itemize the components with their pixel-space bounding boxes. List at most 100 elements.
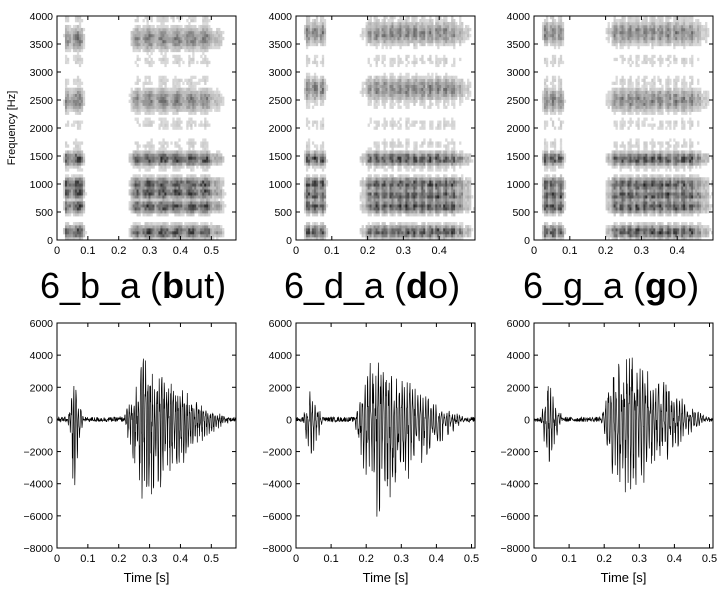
spectrogram-cell <box>321 150 325 154</box>
spectrogram-cell <box>421 186 424 190</box>
spectrogram-cell <box>72 204 76 208</box>
spectrogram-cell <box>176 150 179 154</box>
spectrogram-cell <box>379 21 382 26</box>
spectrogram-cell <box>166 186 169 190</box>
spectrogram-cell <box>140 96 143 100</box>
spectrogram-cell <box>379 192 382 196</box>
spectrogram-cell <box>214 96 217 100</box>
spectrogram-cell <box>128 180 131 184</box>
spectrogram-cell <box>391 162 394 166</box>
spectrogram-cell <box>220 234 223 238</box>
spectrogram-cell <box>208 159 211 163</box>
spectrogram-cell <box>421 183 424 187</box>
spectrogram-cell <box>150 99 153 103</box>
spectrogram-cell <box>156 174 159 178</box>
spectrogram-cell <box>365 189 368 193</box>
spectrogram-cell <box>186 234 189 238</box>
spectrogram-cell <box>150 198 153 202</box>
spectrogram-cell <box>212 105 215 109</box>
spectrogram-cell <box>309 231 313 235</box>
spectrogram-cell <box>214 207 217 211</box>
spectrogram-cell <box>160 99 163 103</box>
spectrogram-cell <box>399 33 402 38</box>
spectrogram-cell <box>142 234 145 238</box>
spectrogram-cell <box>389 120 392 124</box>
spectrogram-cell <box>377 177 380 181</box>
spectrogram-cell <box>190 123 193 127</box>
spectrogram-cell <box>156 228 159 232</box>
spectrogram-cell <box>427 174 430 178</box>
spectrogram-cell <box>208 189 211 193</box>
spectrogram-cell <box>76 120 80 124</box>
spectrogram-cell <box>172 36 175 41</box>
spectrogram-cell <box>156 225 159 229</box>
spectrogram-cell <box>321 237 325 241</box>
spectrogram-cell <box>363 153 366 157</box>
spectrogram-cell <box>78 159 82 163</box>
spectrogram-cell <box>387 234 390 238</box>
spectrogram-cell <box>212 189 215 193</box>
spectrogram-cell <box>317 39 321 44</box>
spectrogram-cell <box>369 189 372 193</box>
spectrogram-cell <box>321 204 325 208</box>
spectrogram-cell <box>184 102 187 106</box>
spectrogram-cell <box>200 102 203 106</box>
spectrogram-cell <box>200 96 203 100</box>
spectrogram-cell <box>313 102 317 106</box>
spectrogram-cell <box>180 204 183 208</box>
spectrogram-cell <box>178 207 181 211</box>
spectrogram-cell <box>415 18 418 23</box>
spectrogram-cell <box>359 192 362 196</box>
spectrogram-cell <box>421 96 424 100</box>
spectrogram-cell <box>214 105 217 109</box>
spectrogram-cell <box>395 150 398 154</box>
spectrogram-cell <box>391 180 394 184</box>
spectrogram-cell <box>361 153 364 157</box>
spectrogram-cell <box>140 165 143 169</box>
spectrogram-cell <box>311 27 315 32</box>
spectrogram-cell <box>138 123 141 127</box>
spectrogram-cell <box>140 195 143 199</box>
spectrogram-cell <box>407 156 410 160</box>
spectrogram-cell <box>76 123 80 127</box>
spectrogram-cell <box>150 234 153 238</box>
spectrogram-cell <box>134 96 137 100</box>
spectrogram-cell <box>309 237 313 241</box>
spectrogram-cell <box>138 45 141 50</box>
spectrogram-cell <box>164 165 167 169</box>
spectrogram-cell <box>359 198 362 202</box>
spectrogram-cell <box>389 213 392 217</box>
spectrogram-cell <box>190 102 193 106</box>
spectrogram-cell <box>176 84 179 88</box>
spectrogram-cell <box>194 234 197 238</box>
spectrogram-cell <box>391 90 394 94</box>
spectrogram-cell <box>74 120 78 124</box>
spectrogram-cell <box>391 57 394 62</box>
spectrogram-cell <box>76 36 80 41</box>
spectrogram-cell <box>150 237 153 241</box>
spectrogram-cell <box>395 84 398 88</box>
spectrogram-cell <box>64 153 68 157</box>
spectrogram-cell <box>313 90 317 94</box>
spectrogram-cell <box>166 177 169 181</box>
spectrogram-cell <box>383 183 386 187</box>
spectrogram-cell <box>379 24 382 29</box>
spectrogram-cell <box>192 174 195 178</box>
spectrogram-cell <box>186 141 189 145</box>
spectrogram-cell <box>176 213 179 217</box>
spectrogram-cell <box>134 225 137 229</box>
spectrogram-cell <box>76 213 80 217</box>
spectrogram-cell <box>174 78 177 83</box>
spectrogram-cell <box>80 105 84 109</box>
spectrogram-cell <box>385 207 388 211</box>
spectrogram-cell <box>204 237 207 241</box>
spectrogram-cell <box>415 189 418 193</box>
spectrogram-cell <box>174 45 177 50</box>
spectrogram-cell <box>76 168 80 172</box>
spectrogram-cell <box>413 54 416 59</box>
spectrogram-cell <box>166 36 169 41</box>
spectrogram-cell <box>130 198 133 202</box>
spectrogram-cell <box>373 21 376 26</box>
spectrogram-cell <box>174 213 177 217</box>
spectrogram-cell <box>369 237 372 241</box>
